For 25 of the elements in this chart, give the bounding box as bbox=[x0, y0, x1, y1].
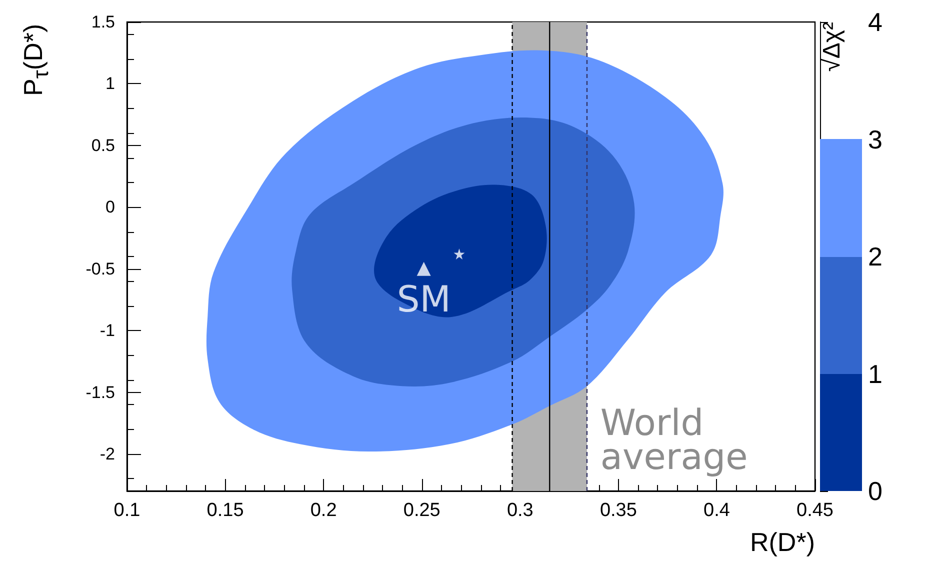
y-tick-label: 1 bbox=[106, 74, 115, 94]
x-tick-label: 0.2 bbox=[310, 500, 337, 521]
x-tick-label: 0.4 bbox=[704, 500, 730, 521]
color-bar-label: 0 bbox=[868, 476, 882, 506]
x-tick-label: 0.3 bbox=[506, 500, 534, 521]
x-tick-label: 0.15 bbox=[206, 500, 244, 521]
x-tick-label: 0.35 bbox=[600, 500, 637, 521]
series-label: SM bbox=[396, 279, 451, 320]
x-tick-label: 0.1 bbox=[114, 500, 140, 521]
y-tick-label: -2 bbox=[100, 444, 115, 464]
y-tick-label: 0.5 bbox=[91, 136, 115, 155]
x-tick-label: 0.45 bbox=[796, 500, 834, 521]
x-axis-title: R(D*) bbox=[750, 527, 815, 557]
y-tick-label: 0 bbox=[106, 198, 115, 217]
y-tick-label: -1.5 bbox=[86, 382, 115, 402]
color-bar-title: √Δχ² bbox=[818, 22, 846, 72]
x-tick-label: 0.25 bbox=[403, 500, 440, 521]
color-bar-label: 1 bbox=[868, 358, 882, 389]
color-bar-label: 2 bbox=[868, 242, 882, 272]
y-tick-label: -0.5 bbox=[86, 259, 115, 278]
color-bar-label: 3 bbox=[868, 124, 882, 154]
y-tick-label: 1.5 bbox=[91, 12, 115, 32]
y-tick-label: -1 bbox=[100, 321, 115, 340]
band-label: World average bbox=[600, 403, 748, 478]
color-bar-label: 4 bbox=[868, 7, 882, 37]
